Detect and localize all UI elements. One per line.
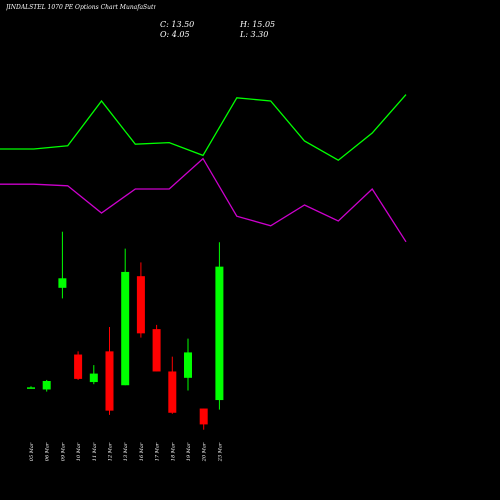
candle-body	[168, 371, 177, 413]
x-tick-label: 17 Mar	[155, 442, 161, 461]
chart-title: JINDALSTEL 1070 PE Options Chart MunafaS…	[6, 4, 156, 11]
candle-body	[74, 354, 83, 379]
x-tick-label: 13 Mar	[123, 442, 129, 461]
x-tick-label: 05 Mar	[29, 442, 35, 461]
x-tick-label: 19 Mar	[186, 442, 192, 461]
x-tick-label: 20 Mar	[202, 442, 208, 462]
candle-body	[184, 352, 192, 378]
low-value: L: 3.30	[240, 30, 269, 39]
x-tick-label: 23 Mar	[217, 442, 223, 462]
x-tick-label: 06 Mar	[45, 442, 51, 461]
close-value: C: 13.50	[160, 20, 195, 29]
x-tick-label: 09 Mar	[60, 442, 66, 461]
candle-body	[89, 373, 98, 383]
x-tick-label: 16 Mar	[139, 442, 145, 461]
line-series-2	[0, 157, 407, 243]
candle-body	[136, 276, 145, 334]
x-tick-label: 10 Mar	[76, 442, 82, 461]
x-axis-labels: 05 Mar 06 Mar 09 Mar 10 Mar 11 Mar 12 Mar 13 M…	[29, 442, 223, 462]
candle-body	[152, 329, 161, 372]
x-tick-label: 12 Mar	[108, 442, 114, 461]
candle-body	[27, 387, 35, 389]
open-value: O: 4.05	[160, 30, 190, 39]
candle-body	[121, 271, 130, 386]
candle-body	[42, 381, 51, 390]
candle-body	[58, 278, 67, 288]
line-series-layer	[0, 94, 407, 243]
line-series-1	[0, 94, 407, 161]
candlestick-layer	[27, 231, 224, 430]
candle-body	[105, 351, 114, 411]
candle-body	[215, 266, 224, 401]
candle-body	[199, 408, 208, 425]
x-tick-label: 18 Mar	[170, 442, 176, 461]
x-tick-label: 11 Mar	[92, 442, 98, 461]
high-value: H: 15.05	[240, 20, 276, 29]
